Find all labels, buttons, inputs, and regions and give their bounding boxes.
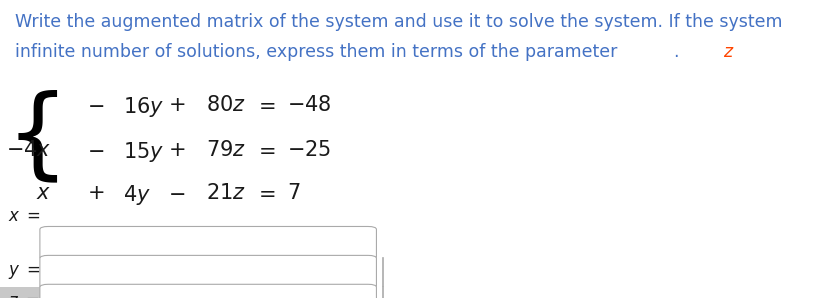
FancyBboxPatch shape xyxy=(40,284,376,298)
Text: $16y$: $16y$ xyxy=(123,95,165,119)
Text: $z\ =$: $z\ =$ xyxy=(8,292,40,298)
Text: infinite number of solutions, express them in terms of the parameter: infinite number of solutions, express th… xyxy=(15,43,622,61)
Text: $\{$: $\{$ xyxy=(5,90,58,187)
Text: $7$: $7$ xyxy=(287,183,300,203)
Text: $-25$: $-25$ xyxy=(287,140,331,160)
Text: $-$: $-$ xyxy=(87,140,104,160)
Text: $+$: $+$ xyxy=(87,183,104,203)
Text: $79z$: $79z$ xyxy=(206,140,246,160)
Text: $+$: $+$ xyxy=(169,95,185,115)
Text: $=$: $=$ xyxy=(253,140,275,160)
Text: $+$: $+$ xyxy=(169,140,185,160)
Text: $21z$: $21z$ xyxy=(206,183,246,203)
Text: $-4x$: $-4x$ xyxy=(6,140,52,160)
Text: Write the augmented matrix of the system and use it to solve the system. If the : Write the augmented matrix of the system… xyxy=(15,13,788,31)
FancyBboxPatch shape xyxy=(40,226,376,260)
Text: $-48$: $-48$ xyxy=(287,95,332,115)
Text: $x$: $x$ xyxy=(37,183,52,203)
Text: $y\ =$: $y\ =$ xyxy=(8,263,42,281)
Text: $x\ =$: $x\ =$ xyxy=(8,207,42,225)
Text: $-$: $-$ xyxy=(87,95,104,115)
Text: $15y$: $15y$ xyxy=(123,140,165,164)
Text: $80z$: $80z$ xyxy=(206,95,246,115)
Text: $=$: $=$ xyxy=(253,95,275,115)
Text: $4y$: $4y$ xyxy=(123,183,151,207)
FancyBboxPatch shape xyxy=(0,287,49,298)
Text: .: . xyxy=(674,43,679,61)
Text: z: z xyxy=(723,43,732,61)
Text: $=$: $=$ xyxy=(253,183,275,203)
Text: $-$: $-$ xyxy=(169,183,185,203)
FancyBboxPatch shape xyxy=(40,255,376,289)
